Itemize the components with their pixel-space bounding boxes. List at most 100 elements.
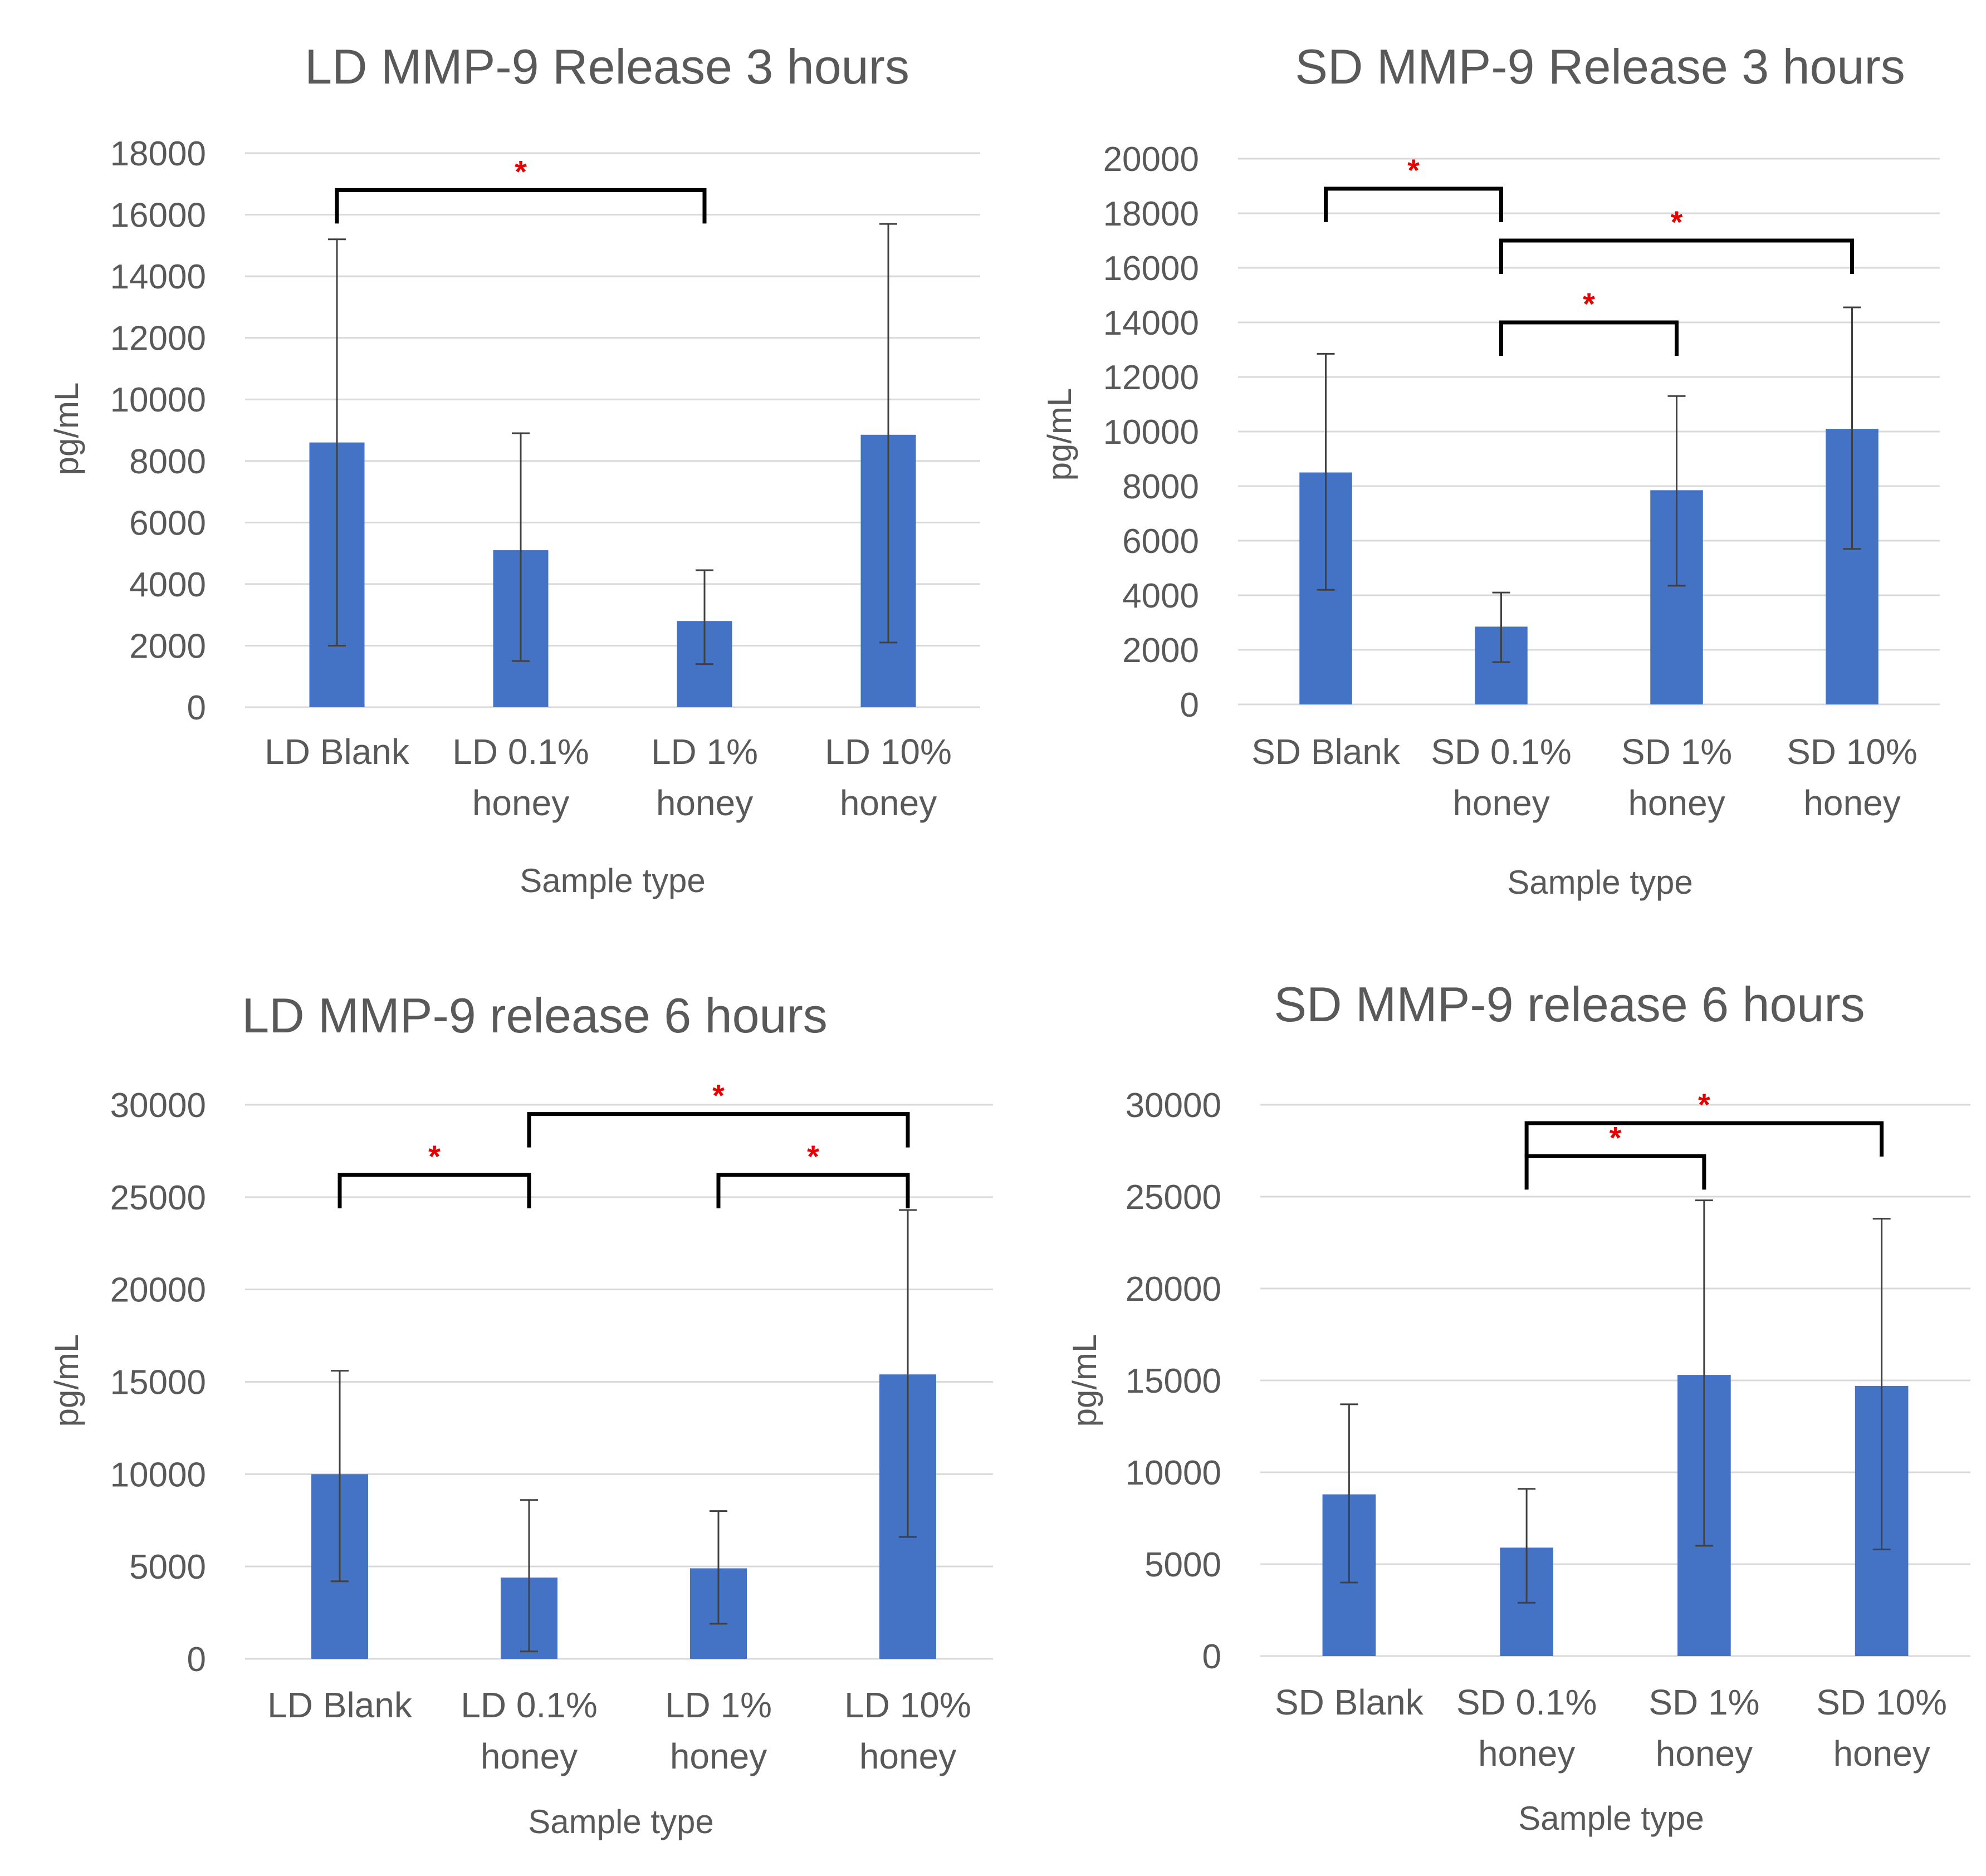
significance-star: * [1698, 1087, 1710, 1122]
significance-bracket [716, 1173, 910, 1209]
significance-star: * [428, 1139, 441, 1174]
y-tick-label: 0 [1202, 1638, 1221, 1676]
category-label: SD 1% [1649, 1682, 1759, 1722]
y-axis-title: pg/mL [48, 383, 85, 476]
chart-svg: LD MMP-9 release 6 hours pg/mL Sample ty… [48, 988, 993, 1840]
y-tick-label: 20000 [110, 1271, 206, 1310]
y-tick-label: 8000 [129, 443, 206, 481]
significance-bracket [1524, 1121, 1884, 1157]
y-tick-label: 12000 [110, 320, 206, 358]
y-tick-label: 2000 [1122, 631, 1199, 670]
significance-bracket [527, 1112, 910, 1148]
y-tick-label: 16000 [1103, 249, 1199, 288]
chart-title: LD MMP-9 release 6 hours [242, 988, 828, 1043]
significance-bracket [337, 1173, 531, 1209]
y-tick-label: 15000 [110, 1364, 206, 1402]
x-axis-title: Sample type [528, 1803, 714, 1840]
category-label: SD 10% [1787, 732, 1917, 772]
category-label: honey [1803, 783, 1900, 823]
y-tick-label: 4000 [129, 566, 206, 604]
x-axis-title: Sample type [520, 862, 706, 899]
y-tick-label: 6000 [129, 504, 206, 542]
y-axis-title: pg/mL [1041, 388, 1078, 481]
y-tick-label: 8000 [1122, 468, 1199, 506]
chart-panel-sd-6h: SD MMP-9 release 6 hours pg/mL Sample ty… [993, 938, 1986, 1875]
category-label: SD 0.1% [1456, 1682, 1597, 1722]
category-label: LD 1% [651, 732, 758, 772]
category-label: LD 0.1% [461, 1685, 597, 1725]
significance-star: * [712, 1078, 725, 1113]
category-label: honey [1452, 783, 1549, 823]
y-tick-label: 14000 [110, 258, 206, 296]
category-label: SD Blank [1275, 1682, 1424, 1722]
y-tick-label: 18000 [110, 135, 206, 173]
category-label: LD 1% [665, 1685, 772, 1725]
category-label: SD 10% [1816, 1682, 1947, 1722]
category-label: honey [656, 783, 753, 823]
category-label: honey [472, 783, 569, 823]
y-tick-label: 0 [187, 689, 206, 727]
significance-star: * [1610, 1120, 1622, 1155]
significance-bracket [1324, 187, 1503, 222]
y-axis-title: pg/mL [1066, 1334, 1103, 1427]
category-label: honey [840, 783, 937, 823]
significance-bracket [335, 188, 707, 224]
y-tick-label: 18000 [1103, 195, 1199, 233]
category-label: LD 0.1% [452, 732, 589, 772]
y-tick-label: 14000 [1103, 304, 1199, 342]
y-tick-label: 16000 [110, 197, 206, 235]
y-tick-label: 25000 [1126, 1178, 1221, 1217]
significance-bracket [1499, 320, 1679, 356]
y-axis-title: pg/mL [48, 1334, 85, 1427]
significance-bracket [1524, 1154, 1706, 1190]
chart-title: LD MMP-9 Release 3 hours [305, 39, 909, 94]
chart-title: SD MMP-9 release 6 hours [1274, 977, 1865, 1032]
chart-svg: SD MMP-9 release 6 hours pg/mL Sample ty… [1066, 977, 1970, 1837]
x-axis-title: Sample type [1518, 1800, 1704, 1837]
y-tick-label: 30000 [1126, 1086, 1221, 1125]
y-tick-label: 5000 [129, 1548, 206, 1586]
chart-panel-ld-3h: LD MMP-9 Release 3 hours pg/mL Sample ty… [0, 0, 993, 938]
category-label: honey [1628, 783, 1725, 823]
category-label: honey [859, 1736, 956, 1776]
significance-bracket [1499, 238, 1854, 274]
y-tick-label: 4000 [1122, 577, 1199, 615]
category-label: honey [1478, 1733, 1575, 1774]
significance-star: * [1407, 153, 1420, 188]
chart-svg: LD MMP-9 Release 3 hours pg/mL Sample ty… [48, 39, 980, 899]
chart-svg: SD MMP-9 Release 3 hours pg/mL Sample ty… [1041, 39, 1940, 901]
y-tick-label: 20000 [1126, 1270, 1221, 1309]
y-tick-label: 15000 [1126, 1362, 1221, 1400]
category-label: honey [670, 1736, 767, 1776]
y-tick-label: 0 [187, 1640, 206, 1679]
chart-panel-sd-3h: SD MMP-9 Release 3 hours pg/mL Sample ty… [993, 0, 1986, 938]
category-label: honey [1833, 1733, 1930, 1774]
y-tick-label: 5000 [1144, 1546, 1221, 1584]
y-tick-label: 10000 [110, 1456, 206, 1494]
y-tick-label: 20000 [1103, 140, 1199, 179]
y-tick-label: 10000 [1126, 1454, 1221, 1492]
y-tick-label: 6000 [1122, 522, 1199, 561]
significance-star: * [1671, 204, 1683, 239]
chart-panel-ld-6h: LD MMP-9 release 6 hours pg/mL Sample ty… [0, 938, 993, 1875]
category-label: LD 10% [825, 732, 952, 772]
category-label: honey [1656, 1733, 1753, 1774]
y-tick-label: 10000 [110, 381, 206, 419]
y-tick-label: 12000 [1103, 359, 1199, 397]
y-tick-label: 30000 [110, 1086, 206, 1125]
significance-star: * [1583, 286, 1595, 321]
y-tick-label: 25000 [110, 1179, 206, 1217]
chart-title: SD MMP-9 Release 3 hours [1295, 39, 1905, 94]
category-label: SD 1% [1621, 732, 1732, 772]
y-tick-label: 10000 [1103, 413, 1199, 452]
category-label: LD 10% [844, 1685, 971, 1725]
category-label: SD Blank [1251, 732, 1401, 772]
category-label: honey [481, 1736, 578, 1776]
significance-star: * [515, 154, 527, 189]
x-axis-title: Sample type [1507, 864, 1693, 901]
y-tick-label: 0 [1180, 686, 1199, 724]
y-tick-label: 2000 [129, 627, 206, 665]
category-label: LD Blank [267, 1685, 413, 1725]
category-label: SD 0.1% [1431, 732, 1572, 772]
